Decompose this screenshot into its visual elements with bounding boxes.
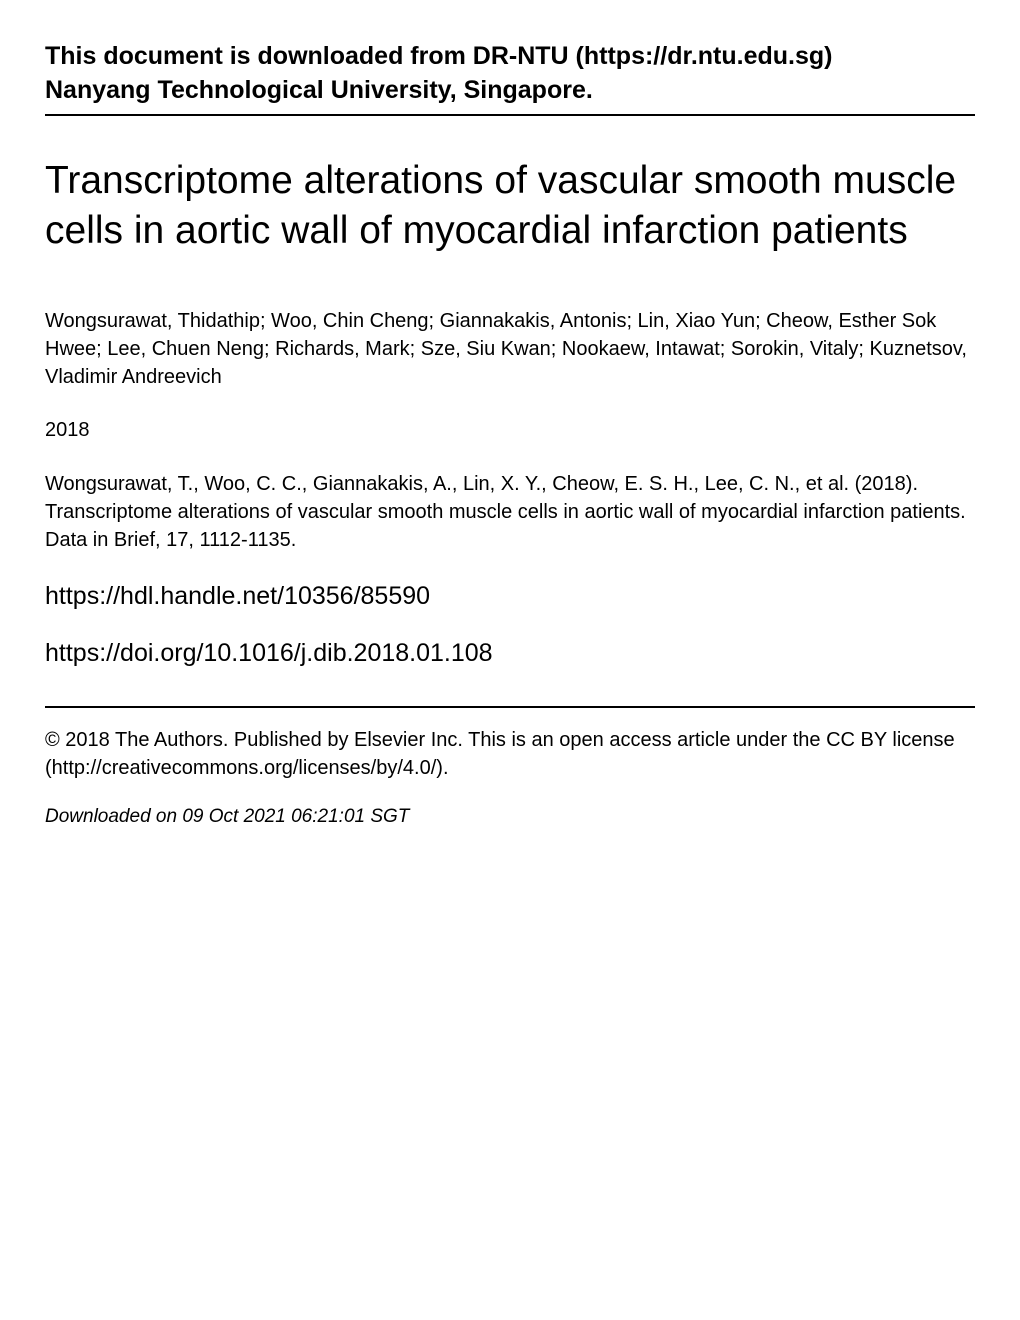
header-line-1: This document is downloaded from DR-NTU … [45, 40, 975, 74]
repository-header: This document is downloaded from DR-NTU … [45, 40, 975, 116]
section-divider [45, 706, 975, 708]
license-text: © 2018 The Authors. Published by Elsevie… [45, 726, 975, 782]
header-line-2: Nanyang Technological University, Singap… [45, 74, 975, 108]
download-timestamp: Downloaded on 09 Oct 2021 06:21:01 SGT [45, 806, 975, 828]
doi-url[interactable]: https://doi.org/10.1016/j.dib.2018.01.10… [45, 639, 975, 668]
publication-year: 2018 [45, 419, 975, 442]
handle-url[interactable]: https://hdl.handle.net/10356/85590 [45, 582, 975, 611]
document-title: Transcriptome alterations of vascular sm… [45, 156, 975, 257]
citation-text: Wongsurawat, T., Woo, C. C., Giannakakis… [45, 470, 975, 554]
authors-list: Wongsurawat, Thidathip; Woo, Chin Cheng;… [45, 307, 975, 391]
